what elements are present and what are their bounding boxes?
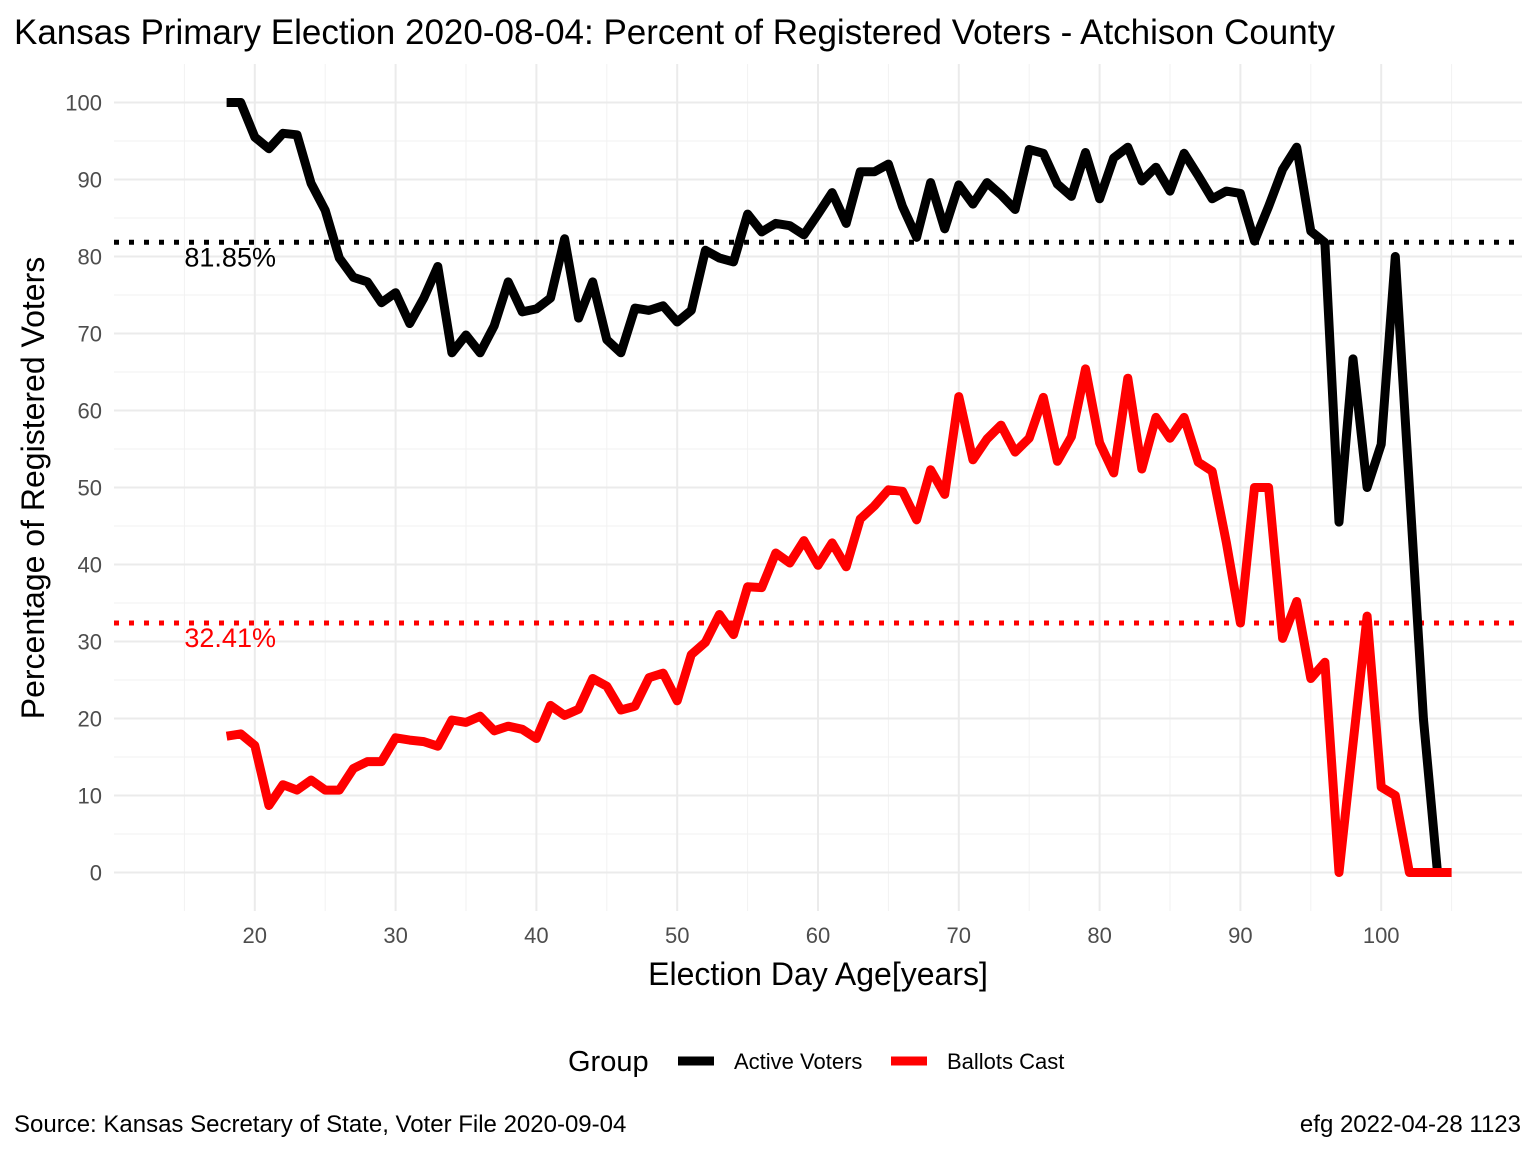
x-tick-label: 100 bbox=[1363, 923, 1400, 948]
caption-credit: efg 2022-04-28 1123 bbox=[1300, 1111, 1521, 1138]
series-line-ballots-cast bbox=[225, 364, 1452, 877]
x-tick-label: 80 bbox=[1087, 923, 1111, 948]
y-tick-label: 70 bbox=[78, 322, 102, 347]
x-tick-label: 90 bbox=[1228, 923, 1252, 948]
reference-line-label: 81.85% bbox=[184, 242, 276, 272]
reference-line-label: 32.41% bbox=[184, 623, 276, 653]
y-tick-label: 80 bbox=[78, 245, 102, 270]
x-tick-label: 50 bbox=[665, 923, 689, 948]
series-lines bbox=[225, 98, 1452, 877]
chart-title: Kansas Primary Election 2020-08-04: Perc… bbox=[14, 13, 1335, 52]
y-tick-label: 40 bbox=[78, 553, 102, 578]
y-axis-title: Percentage of Registered Voters bbox=[15, 257, 51, 720]
x-tick-label: 30 bbox=[383, 923, 407, 948]
legend-label-active-voters: Active Voters bbox=[734, 1049, 862, 1074]
legend-title: Group bbox=[568, 1046, 649, 1078]
y-tick-label: 30 bbox=[78, 630, 102, 655]
x-tick-label: 60 bbox=[806, 923, 830, 948]
series-line-active-voters bbox=[226, 98, 1442, 873]
y-tick-label: 50 bbox=[78, 476, 102, 501]
y-tick-label: 20 bbox=[78, 707, 102, 732]
grid bbox=[114, 64, 1522, 911]
y-tick-label: 10 bbox=[78, 784, 102, 809]
caption-source: Source: Kansas Secretary of State, Voter… bbox=[14, 1111, 626, 1138]
y-tick-labels: 0 10 20 30 40 50 60 70 80 90 100 bbox=[65, 91, 102, 886]
legend: Group Active Voters Ballots Cast bbox=[568, 1046, 1064, 1078]
x-axis-title: Election Day Age[years] bbox=[648, 956, 988, 992]
y-tick-label: 0 bbox=[90, 861, 102, 886]
x-tick-labels: 20 30 40 50 60 70 80 90 100 bbox=[243, 923, 1400, 948]
y-tick-label: 90 bbox=[78, 168, 102, 193]
x-tick-label: 20 bbox=[243, 923, 267, 948]
x-tick-label: 70 bbox=[947, 923, 971, 948]
x-tick-label: 40 bbox=[524, 923, 548, 948]
y-tick-label: 100 bbox=[65, 91, 102, 116]
y-tick-label: 60 bbox=[78, 399, 102, 424]
legend-label-ballots-cast: Ballots Cast bbox=[947, 1049, 1064, 1074]
